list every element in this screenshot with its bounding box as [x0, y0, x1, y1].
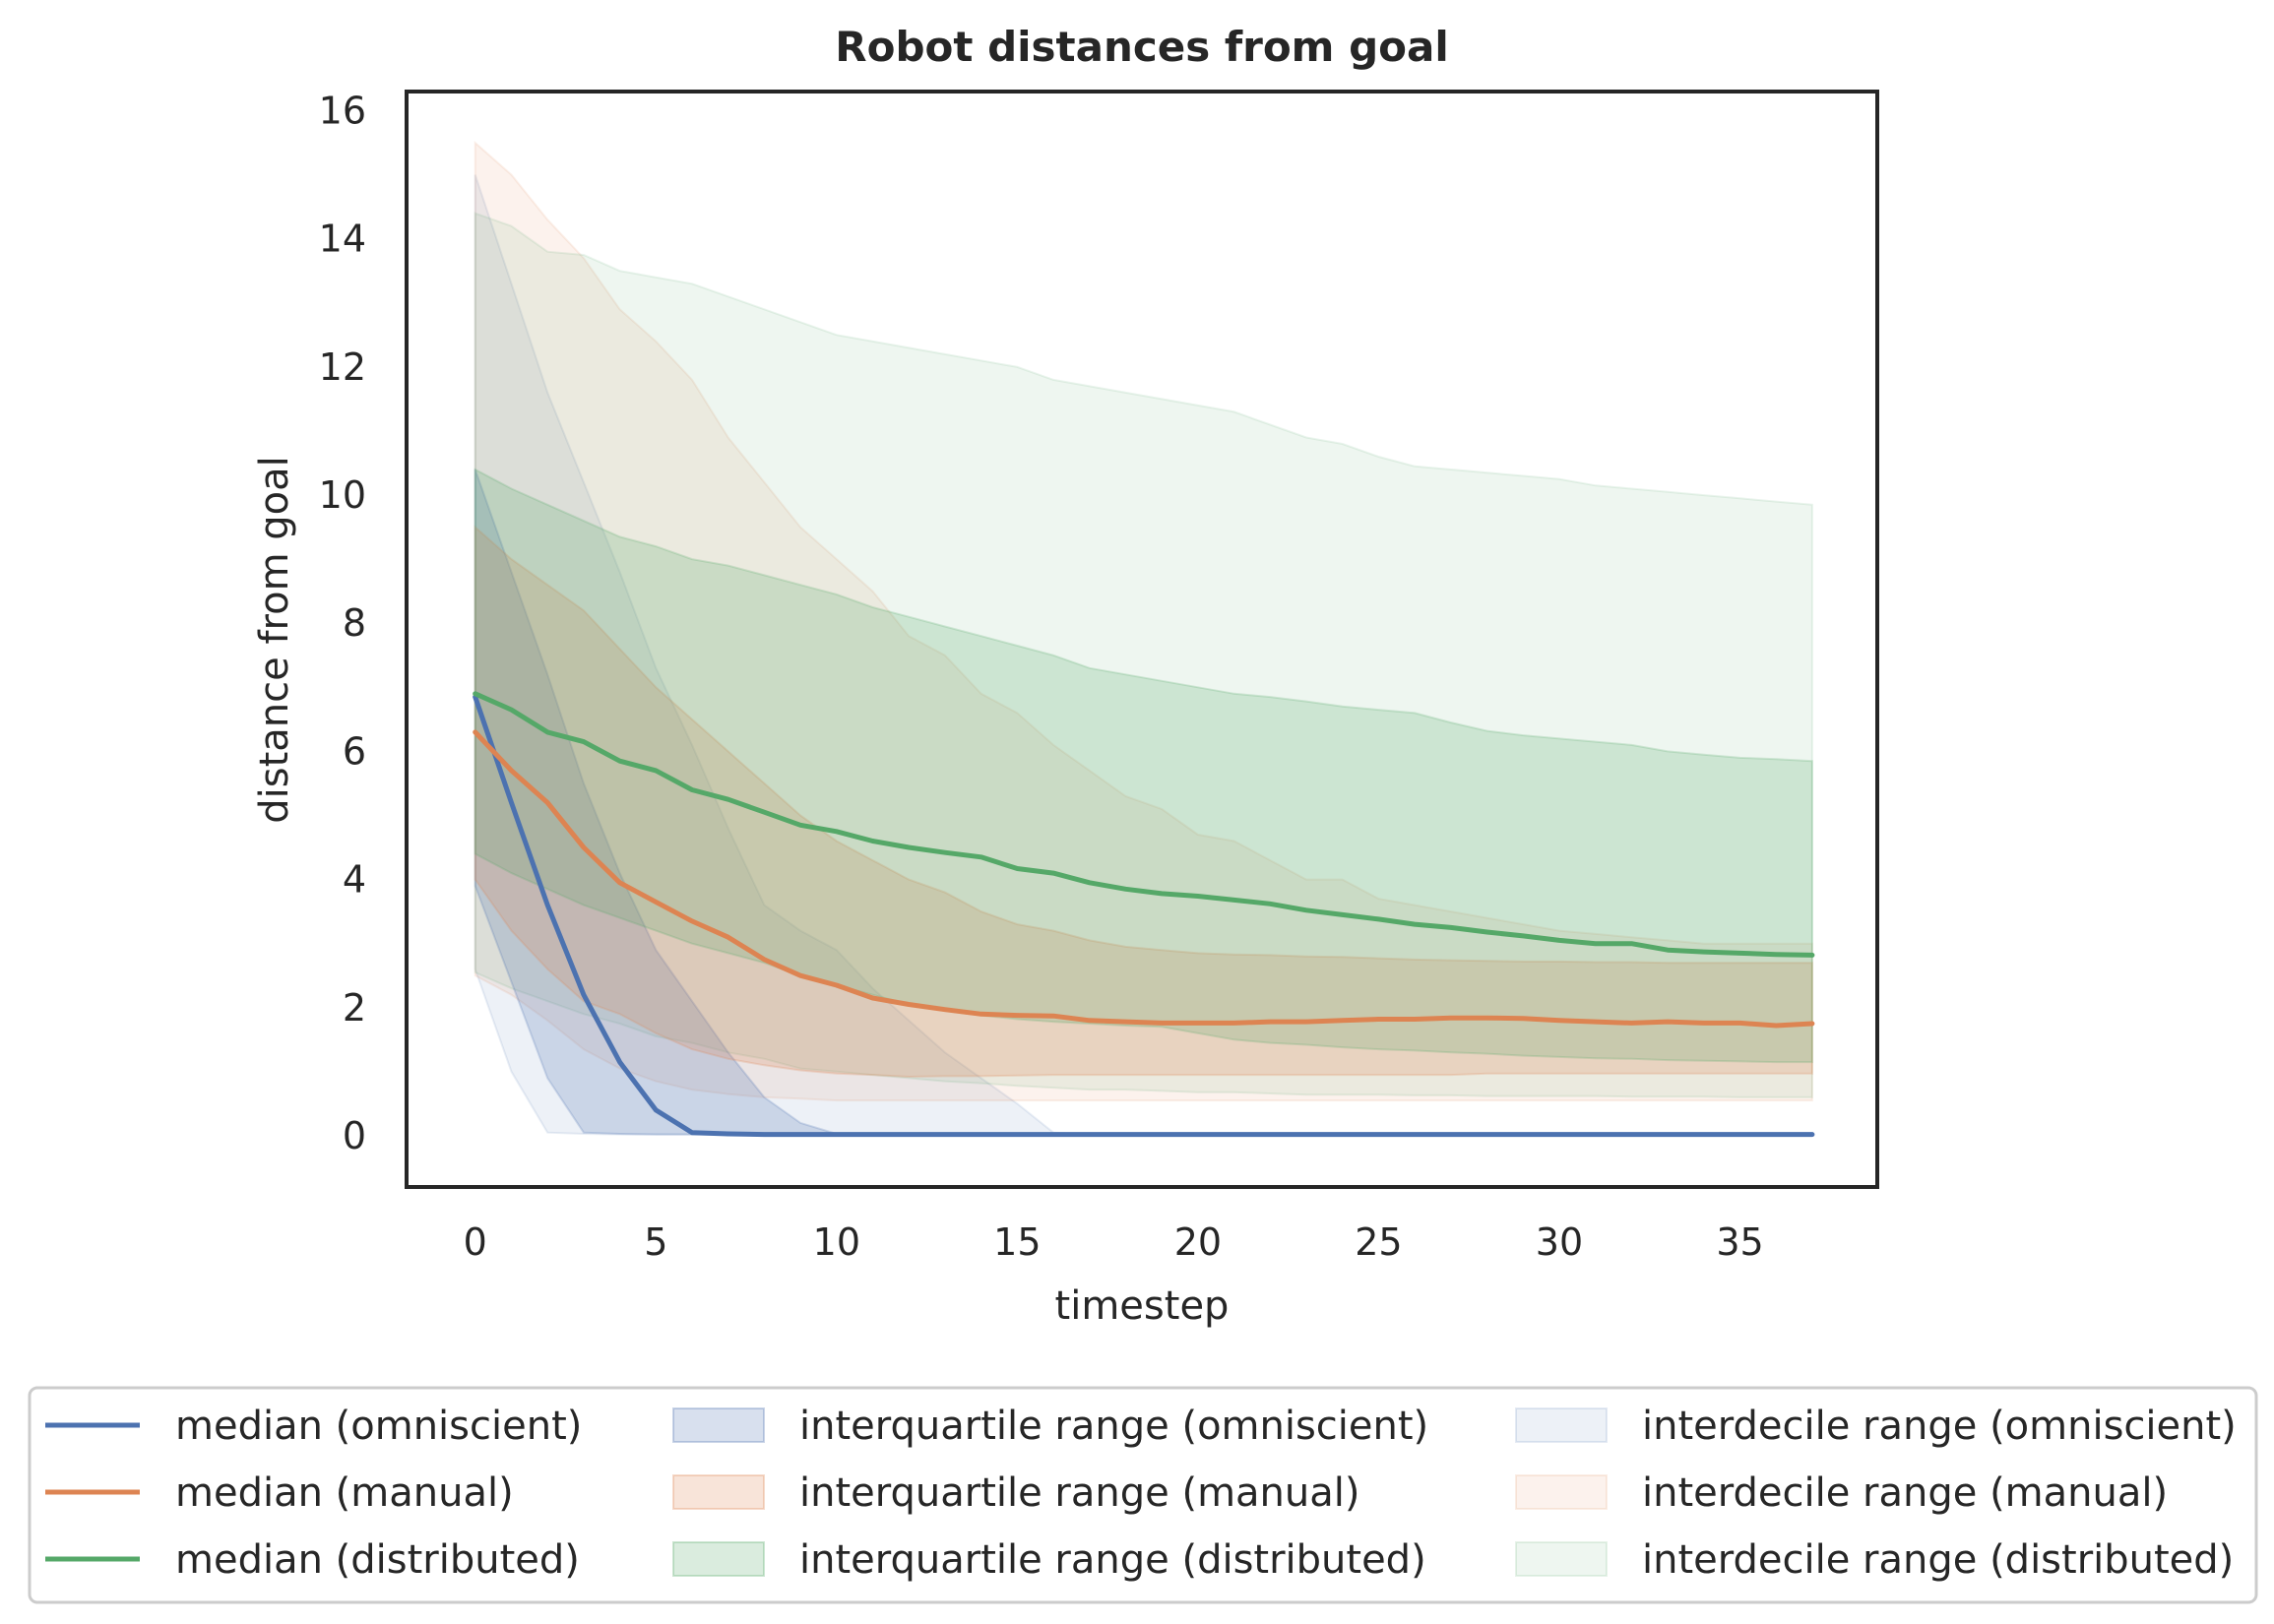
x-tick-label: 10	[813, 1220, 860, 1264]
y-tick-label: 16	[319, 90, 366, 133]
x-tick-label: 35	[1716, 1220, 1763, 1264]
x-tick-label: 25	[1355, 1220, 1402, 1264]
y-axis-label: distance from goal	[252, 456, 297, 824]
chart-title: Robot distances from goal	[835, 23, 1448, 71]
y-tick-label: 2	[343, 986, 366, 1030]
y-tick-label: 8	[343, 601, 366, 645]
x-tick-label: 0	[464, 1220, 487, 1264]
legend-swatch-idr-distributed	[1515, 1541, 1608, 1577]
y-tick-label: 6	[343, 729, 366, 773]
interdecile-band-distributed	[474, 212, 1813, 1098]
median-line-distributed	[473, 691, 1815, 958]
x-axis-label: timestep	[1055, 1283, 1230, 1329]
x-tick-label: 20	[1174, 1220, 1222, 1264]
legend-label-idr-distributed: interdecile range (distributed)	[1642, 1537, 2234, 1583]
legend-label-median-omniscient: median (omniscient)	[175, 1404, 582, 1449]
legend: median (omniscient) interquartile range (…	[28, 1386, 2258, 1604]
legend-swatch-iqr-omniscient	[672, 1407, 765, 1443]
y-tick-label: 14	[319, 218, 366, 261]
x-tick-label: 15	[993, 1220, 1041, 1264]
legend-label-idr-manual: interdecile range (manual)	[1642, 1470, 2168, 1516]
interquartile-band-manual	[474, 525, 1813, 1079]
median-line-manual	[473, 729, 1815, 1029]
legend-label-iqr-omniscient: interquartile range (omniscient)	[799, 1404, 1428, 1449]
y-tick-label: 10	[319, 473, 366, 517]
legend-label-iqr-distributed: interquartile range (distributed)	[799, 1537, 1426, 1583]
plot-area	[473, 140, 1815, 1138]
legend-label-median-manual: median (manual)	[175, 1470, 514, 1516]
median-line-omniscient	[473, 694, 1815, 1138]
y-tick-label: 4	[343, 858, 366, 902]
y-tick-label: 0	[343, 1114, 366, 1157]
interdecile-band-manual	[474, 140, 1813, 1102]
legend-swatch-iqr-distributed	[672, 1541, 765, 1577]
legend-entries: median (omniscient) interquartile range (…	[45, 1404, 2237, 1583]
legend-swatch-idr-omniscient	[1515, 1407, 1608, 1443]
x-axis-ticks: 0 5 10 15 20 25 30 35	[464, 1220, 1764, 1264]
legend-label-iqr-manual: interquartile range (manual)	[799, 1470, 1359, 1516]
legend-label-idr-omniscient: interdecile range (omniscient)	[1642, 1404, 2237, 1449]
legend-box	[28, 1386, 2258, 1604]
plot-frame	[405, 90, 1879, 1189]
legend-swatch-iqr-manual	[672, 1474, 765, 1510]
y-tick-label: 12	[319, 345, 366, 389]
y-axis-ticks: 0 2 4 6 8 10 12 14 16	[319, 90, 366, 1157]
x-tick-label: 30	[1536, 1220, 1583, 1264]
legend-label-median-distributed: median (distributed)	[175, 1537, 580, 1583]
x-tick-label: 5	[644, 1220, 667, 1264]
legend-swatch-idr-manual	[1515, 1474, 1608, 1510]
median-lines	[473, 691, 1815, 1138]
